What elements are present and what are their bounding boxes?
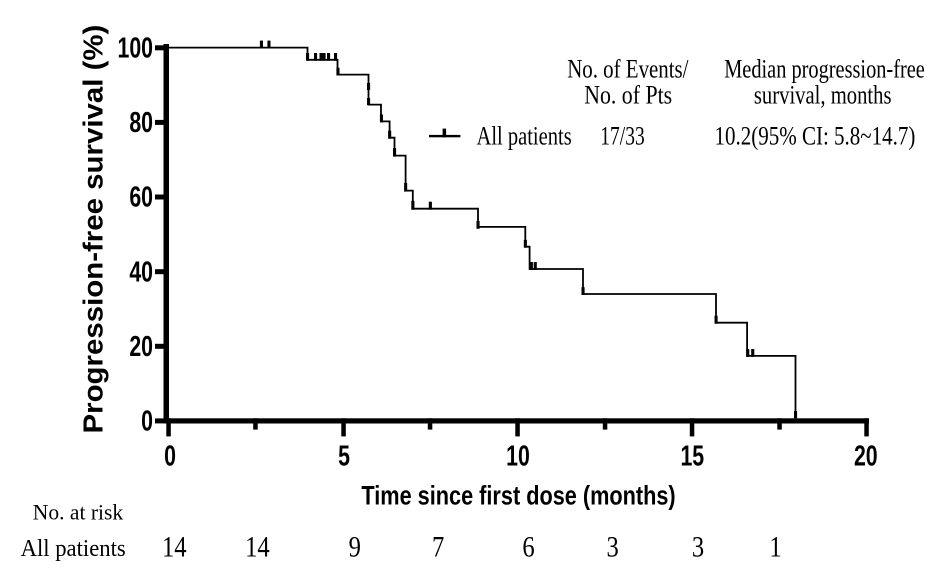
svg-text:Time since first dose (months): Time since first dose (months)	[361, 481, 675, 511]
svg-text:3: 3	[692, 530, 704, 563]
svg-text:14: 14	[245, 530, 270, 563]
svg-text:Median progression-free: Median progression-free	[724, 55, 925, 84]
svg-text:5: 5	[338, 440, 350, 472]
svg-text:60: 60	[129, 182, 153, 214]
svg-text:17/33: 17/33	[600, 122, 644, 150]
svg-text:15: 15	[680, 440, 704, 472]
svg-text:All patients: All patients	[477, 122, 572, 151]
svg-text:No. of Events/: No. of Events/	[567, 55, 689, 84]
svg-text:0: 0	[141, 405, 153, 437]
svg-text:14: 14	[162, 530, 187, 563]
svg-text:80: 80	[129, 107, 153, 139]
svg-text:No. at risk: No. at risk	[33, 500, 123, 524]
svg-text:9: 9	[349, 530, 361, 563]
svg-text:20: 20	[854, 440, 878, 472]
svg-text:1: 1	[769, 530, 781, 563]
svg-text:survival, months: survival, months	[754, 81, 892, 110]
svg-text:10.2(95% CI: 5.8~14.7): 10.2(95% CI: 5.8~14.7)	[715, 122, 916, 151]
svg-text:No. of Pts: No. of Pts	[584, 82, 672, 110]
svg-text:Progression-free survival (%): Progression-free survival (%)	[78, 25, 109, 434]
svg-text:All patients: All patients	[21, 535, 126, 562]
svg-text:40: 40	[129, 256, 153, 288]
svg-text:7: 7	[432, 530, 444, 563]
svg-text:10: 10	[506, 440, 530, 472]
svg-text:0: 0	[164, 440, 176, 472]
svg-text:6: 6	[522, 530, 534, 563]
svg-text:20: 20	[129, 331, 153, 363]
svg-text:100: 100	[118, 32, 153, 64]
svg-text:3: 3	[607, 530, 619, 563]
